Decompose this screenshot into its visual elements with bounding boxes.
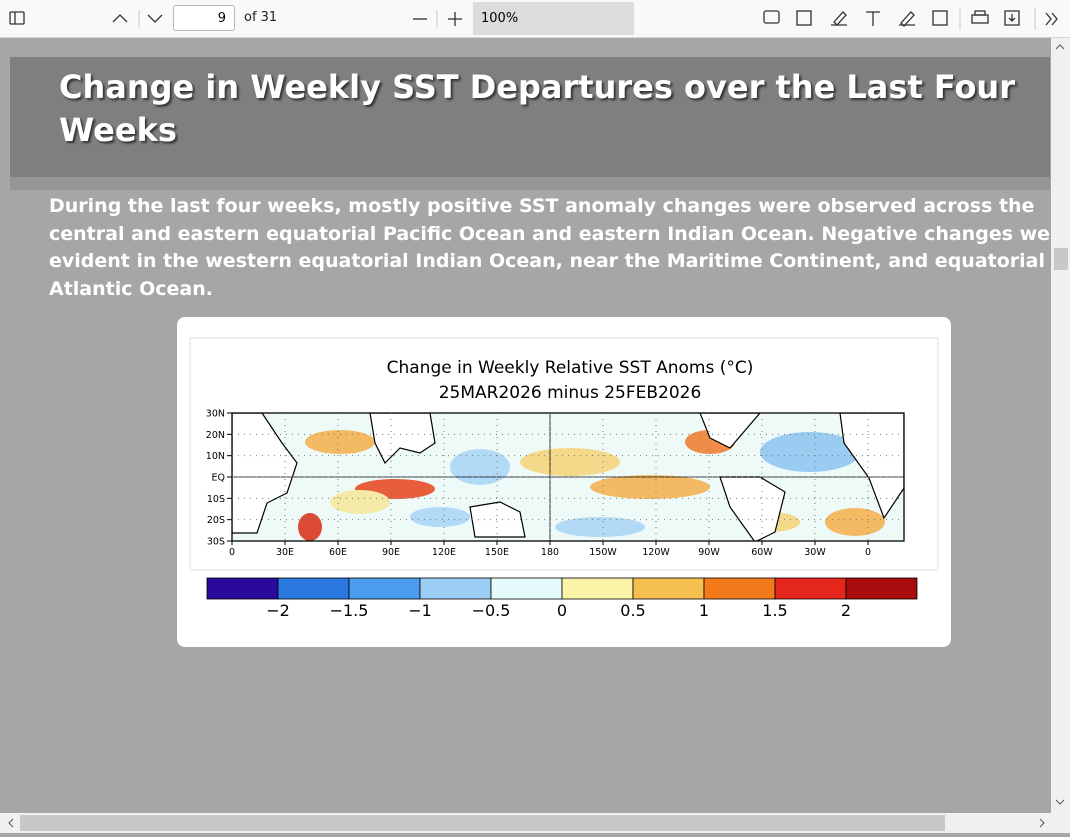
colorbar-box [419,577,492,600]
lon-label: 60W [751,547,773,558]
colorbar-label: 1 [699,601,709,620]
lat-label: 10S [207,494,225,505]
text-icon[interactable] [866,11,880,26]
body-text: Atlantic Ocean. [49,278,213,300]
colorbar-label: 0.5 [620,601,645,620]
title-band [10,57,1050,190]
lon-label: 120W [642,547,670,558]
lat-label: 30N [206,409,225,420]
slide-title: Change in Weekly SST Departures over the… [59,68,1015,106]
body-text: During the last four weeks, mostly posit… [49,195,1035,217]
colorbar-box [632,577,705,600]
horizontal-scrollbar[interactable] [0,813,1070,833]
save-icon[interactable] [1004,10,1020,26]
colorbar-box [845,577,918,600]
colorbar-box [490,577,563,600]
lon-label: 0 [229,547,235,558]
print-icon[interactable] [971,14,989,24]
colorbar-label: −0.5 [472,601,511,620]
colorbar-box [561,577,634,600]
lon-label: 30E [276,547,294,558]
prev-page[interactable] [112,14,128,23]
lon-label: 0 [865,547,871,558]
draw-icon[interactable] [899,11,915,27]
figure-title: Change in Weekly Relative SST Anoms (°C) [387,358,754,378]
colorbar-label: 0 [557,601,567,620]
lon-label: 90E [382,547,400,558]
colorbar-label: −1 [408,601,432,620]
lon-label: 180 [541,547,559,558]
colorbar-label: 2 [841,601,851,620]
figure-subtitle: 25MAR2026 minus 25FEB2026 [439,383,702,403]
zoom-select[interactable]: 100% [473,2,634,35]
comment-icon[interactable] [763,10,780,24]
figure: Change in Weekly Relative SST Anoms (°C)… [177,317,951,647]
lon-label: 150W [589,547,617,558]
slide-title: Weeks [59,111,177,149]
colorbar-label: −1.5 [330,601,369,620]
colorbar-box [774,577,847,600]
next-page[interactable] [147,14,163,23]
toolbar-icons [9,8,1058,30]
vertical-scrollbar[interactable] [1051,38,1070,813]
colorbar-box [703,577,776,600]
colorbar-label: 1.5 [762,601,787,620]
lat-label: 20S [207,515,225,526]
lat-label: 30S [207,537,225,548]
body-text: evident in the western equatorial Indian… [49,250,1045,272]
image-icon[interactable] [932,10,948,26]
sign-icon[interactable] [796,10,812,26]
lat-label: EQ [212,473,225,484]
lon-label: 90W [698,547,720,558]
slide: Change in Weekly SST Departures over the… [10,57,1050,813]
lon-label: 60E [329,547,347,558]
lon-label: 120E [432,547,456,558]
lat-label: 20N [206,430,225,441]
colorbar-label: −2 [266,601,290,620]
figure-frame [189,337,939,571]
more-icon[interactable] [1051,12,1058,26]
body-text: central and eastern equatorial Pacific O… [49,223,1050,245]
sidebar-icon[interactable] [9,11,25,25]
lon-label: 150E [485,547,509,558]
page-count: of 31 [244,10,278,25]
colorbar-box [206,577,279,600]
lat-label: 10N [206,451,225,462]
lon-label: 30W [804,547,826,558]
highlight-icon[interactable] [831,11,847,26]
colorbar-box [277,577,350,600]
colorbar-box [348,577,421,600]
page-number-input[interactable]: 9 [173,5,235,31]
toolbar: 9 of 31 100% [0,0,1070,38]
